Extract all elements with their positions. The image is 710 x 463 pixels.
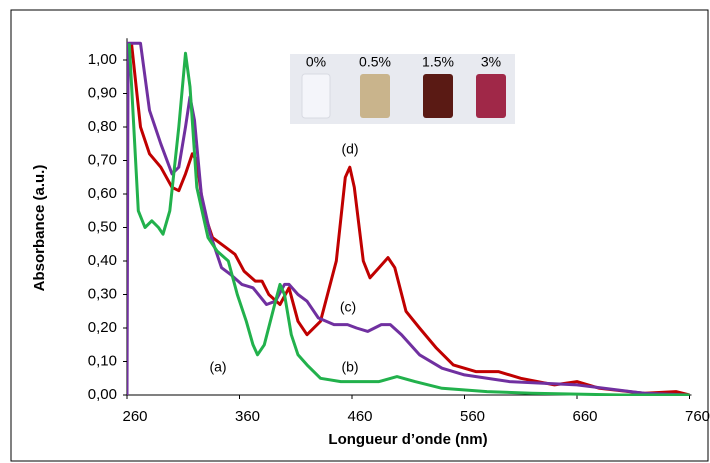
y-tick-label: 0,40 — [88, 252, 117, 269]
inset-label: 3% — [481, 54, 501, 70]
annotation: (d) — [341, 141, 358, 157]
x-tick-label: 660 — [572, 408, 597, 425]
series-line — [127, 41, 690, 396]
y-tick-label: 1,00 — [88, 51, 117, 68]
y-tick-label: 0,80 — [88, 118, 117, 135]
annotation: (a) — [209, 359, 226, 375]
annotation: (c) — [340, 299, 356, 315]
y-tick-label: 0,60 — [88, 185, 117, 202]
series-line — [130, 43, 690, 396]
x-axis-title: Longueur d’onde (nm) — [328, 431, 487, 448]
x-tick-label: 360 — [235, 408, 260, 425]
y-tick-label: 0,00 — [88, 386, 117, 403]
vial — [360, 74, 390, 118]
inset-photo — [290, 54, 515, 124]
inset-label: 1.5% — [422, 54, 454, 70]
x-tick-label: 560 — [460, 408, 485, 425]
annotation: (b) — [341, 359, 358, 375]
vial — [476, 74, 506, 118]
vial — [423, 74, 453, 118]
y-tick-label: 0,10 — [88, 352, 117, 369]
y-tick-label: 0,20 — [88, 319, 117, 336]
vial — [301, 73, 331, 119]
x-tick-label: 460 — [347, 408, 372, 425]
y-tick-label: 0,70 — [88, 151, 117, 168]
y-tick-label: 0,50 — [88, 218, 117, 235]
x-tick-label: 260 — [122, 408, 147, 425]
x-tick-label: 760 — [685, 408, 710, 425]
inset-label: 0% — [306, 54, 326, 70]
plot-area — [127, 41, 690, 396]
series-line — [127, 43, 690, 396]
y-axis-title: Absorbance (a.u.) — [31, 165, 48, 292]
y-tick-label: 0,30 — [88, 285, 117, 302]
y-tick-label: 0,90 — [88, 84, 117, 101]
inset-label: 0.5% — [359, 54, 391, 70]
